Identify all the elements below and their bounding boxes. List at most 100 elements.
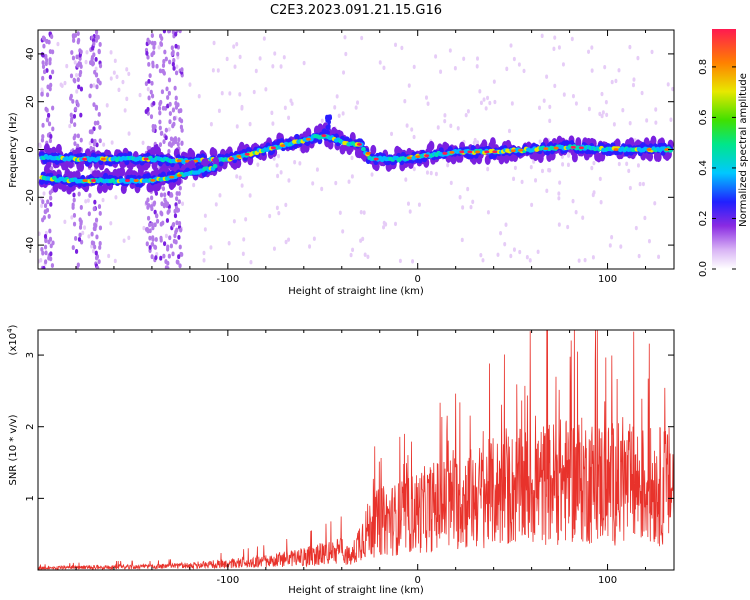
heatmap-cell <box>557 222 561 227</box>
heatmap-cell <box>548 104 552 110</box>
heatmap-cell <box>163 49 167 55</box>
heatmap-cell <box>48 57 52 62</box>
heatmap-cell <box>439 69 443 74</box>
heatmap-cell <box>43 209 47 215</box>
heatmap-cell <box>225 56 229 62</box>
heatmap-cell <box>47 112 51 118</box>
heatmap-cell <box>362 210 366 215</box>
heatmap-cell <box>258 56 262 61</box>
heatmap-cell <box>645 118 649 123</box>
snr-frame <box>37 329 675 571</box>
heatmap-cell <box>217 108 221 114</box>
heatmap-cell <box>538 139 542 144</box>
heatmap-cell <box>121 79 125 85</box>
heatmap-cell <box>84 199 88 204</box>
heatmap-cell <box>467 150 473 154</box>
heatmap-cell <box>172 121 176 127</box>
heatmap-cell <box>93 222 97 228</box>
heatmap-cell <box>425 170 429 175</box>
heatmap-cell <box>405 123 409 128</box>
heatmap-cell <box>561 62 565 67</box>
heatmap-cell <box>91 249 95 254</box>
heatmap-cell <box>174 95 178 101</box>
heatmap-cell <box>45 92 50 98</box>
heatmap-cell <box>49 134 53 139</box>
heatmap-cell <box>154 237 158 242</box>
heatmap-cell <box>203 227 207 232</box>
heatmap-cell <box>449 180 453 186</box>
heatmap-cell <box>390 131 394 137</box>
heatmap-cell <box>180 252 184 257</box>
heatmap-cell <box>107 160 113 167</box>
heatmap-cell <box>51 126 55 132</box>
heatmap-cell <box>165 86 169 92</box>
heatmap-cell <box>650 49 654 55</box>
heatmap-cell <box>72 38 76 43</box>
heatmap-cell <box>98 42 102 47</box>
heatmap-cell <box>177 234 181 240</box>
heatmap-cell <box>82 157 88 161</box>
heatmap-cell <box>49 251 53 257</box>
heatmap-cell <box>574 101 578 106</box>
heatmap-cell <box>48 236 53 242</box>
heatmap-cell <box>41 217 45 223</box>
heatmap-cell <box>127 131 131 136</box>
heatmap-cell <box>486 166 490 172</box>
heatmap-cell <box>113 58 117 64</box>
heatmap-cell <box>360 35 364 41</box>
heatmap-ylabel: Frequency (Hz) <box>8 112 19 188</box>
heatmap-cell <box>40 91 44 97</box>
heatmap-cell <box>373 157 379 161</box>
heatmap-cell <box>279 64 283 69</box>
heatmap-cell <box>50 263 55 268</box>
heatmap-cell <box>361 146 366 152</box>
heatmap-cell <box>469 204 473 210</box>
heatmap-cell <box>85 50 89 55</box>
heatmap-cell <box>94 255 99 261</box>
snr-axes: -100 0 100 1 2 3 <box>25 330 674 586</box>
heatmap-cell <box>335 94 339 99</box>
heatmap-cell <box>604 99 608 105</box>
heatmap-cell <box>152 50 156 56</box>
heatmap-cell <box>478 89 482 94</box>
heatmap-cell <box>69 73 74 79</box>
heatmap-cell <box>492 79 496 84</box>
x-tick-label: -100 <box>216 575 239 586</box>
heatmap-cell <box>79 112 83 118</box>
heatmap-cell <box>91 61 95 67</box>
heatmap-cell <box>270 110 274 116</box>
heatmap-cell <box>155 213 159 219</box>
heatmap-cell <box>268 213 272 219</box>
heatmap-cell <box>74 106 78 112</box>
heatmap-cell <box>175 196 179 202</box>
heatmap-cell <box>127 71 131 77</box>
heatmap-cell <box>211 68 215 73</box>
heatmap-cell <box>162 241 167 247</box>
heatmap-cell <box>587 49 591 54</box>
heatmap-cell <box>608 243 612 248</box>
heatmap-cell <box>557 196 561 201</box>
heatmap-cell <box>71 245 75 250</box>
heatmap-cell <box>459 150 465 154</box>
heatmap-cell <box>98 63 103 69</box>
heatmap-cell <box>79 205 83 210</box>
heatmap-cell <box>244 217 248 222</box>
heatmap-cell <box>74 236 78 241</box>
heatmap-cell <box>102 183 109 194</box>
heatmap-cell <box>518 148 524 152</box>
heatmap-cell <box>152 45 156 50</box>
heatmap-cell <box>167 77 172 83</box>
heatmap-cell <box>236 155 242 158</box>
heatmap-cell <box>73 141 77 147</box>
heatmap-cell <box>73 60 77 65</box>
heatmap-cell <box>173 213 178 219</box>
heatmap-cell <box>50 166 54 171</box>
heatmap-cell <box>127 235 131 241</box>
heatmap-cell <box>171 61 175 67</box>
heatmap-cell <box>325 125 330 130</box>
heatmap-cell <box>150 40 155 46</box>
heatmap-cell <box>87 211 91 217</box>
heatmap-cell <box>100 157 106 161</box>
heatmap-cell <box>627 168 631 174</box>
heatmap-cell <box>442 152 448 155</box>
